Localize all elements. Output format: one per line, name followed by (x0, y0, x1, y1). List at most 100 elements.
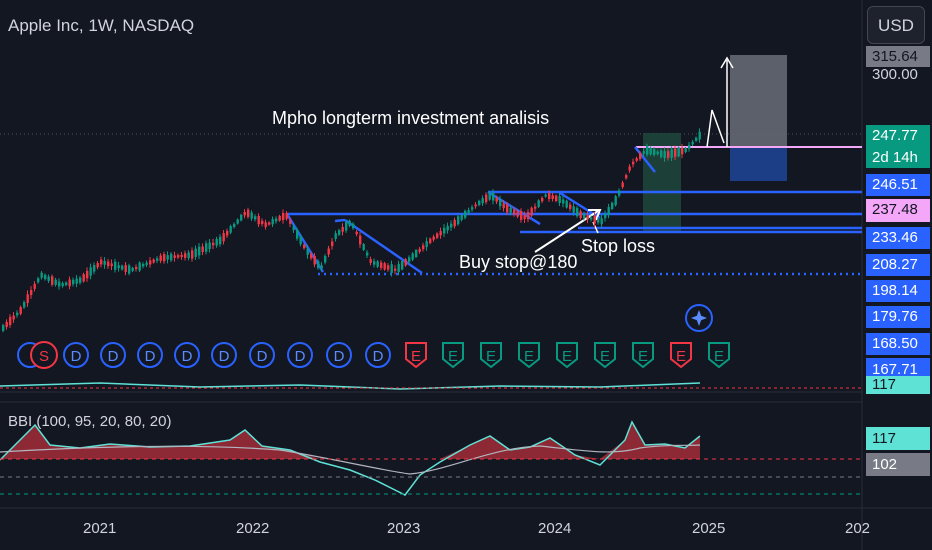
candle-body (397, 264, 400, 272)
trend-line (344, 218, 423, 275)
candle-body (345, 222, 348, 231)
candle-body (590, 217, 593, 220)
candle-body (677, 147, 680, 157)
candle-body (292, 226, 295, 230)
indicator-label[interactable]: BBI (100, 95, 20, 80, 20) (8, 413, 172, 430)
indicator-strip (0, 382, 701, 390)
candle-body (233, 223, 236, 228)
candle-body (366, 252, 369, 256)
candle-body (16, 312, 19, 316)
candle-body (93, 265, 96, 272)
dividend-badge-letter: D (257, 348, 268, 365)
earnings-badge-letter: E (486, 348, 496, 365)
candle-body (691, 141, 694, 145)
candle-body (411, 253, 414, 260)
candle-body (135, 266, 138, 270)
candle-body (229, 226, 232, 233)
earnings-badge-letter: E (600, 348, 610, 365)
candle-body (565, 200, 568, 208)
candle-body (555, 195, 558, 202)
price-tag: 208.27 (866, 254, 930, 276)
candle-body (131, 267, 134, 271)
bbi-oscillator (0, 420, 701, 496)
candle-body (44, 274, 47, 280)
price-tag: 168.50 (866, 333, 930, 355)
candle-body (201, 246, 204, 252)
stop-loss-label: Stop loss (581, 236, 656, 256)
candle-body (9, 316, 12, 326)
candle-body (544, 194, 547, 197)
trend-line (334, 218, 346, 223)
price-tag: 315.64 (866, 46, 930, 67)
candle-body (439, 231, 442, 236)
dividend-badge-letter: D (334, 348, 345, 365)
candle-body (611, 202, 614, 209)
candle-body (247, 209, 250, 217)
candle-body (257, 215, 260, 225)
candle-body (54, 279, 57, 285)
dividend-badge (326, 342, 352, 368)
candle-body (432, 236, 435, 240)
candle-body (177, 255, 180, 258)
time-tick: 2024 (538, 520, 572, 537)
candle-body (695, 137, 698, 141)
candle-body (198, 246, 201, 256)
candle-body (219, 236, 222, 245)
candle-body (656, 151, 659, 155)
candle-body (520, 211, 523, 220)
candle-body (156, 258, 159, 261)
projection-path (706, 109, 725, 148)
time-tick: 2023 (387, 520, 421, 537)
time-tick: 2021 (83, 520, 117, 537)
candle-body (394, 268, 397, 271)
candle-body (667, 151, 670, 158)
analysis-title: Mpho longterm investment analisis (272, 108, 550, 128)
candle-body (205, 243, 208, 252)
arrow-head (588, 209, 602, 221)
candle-body (166, 255, 169, 260)
candle-body (355, 231, 358, 235)
time-tick: 2022 (236, 520, 270, 537)
candle-body (404, 259, 407, 266)
candle-body (40, 272, 43, 278)
dividend-badge-letter: D (295, 348, 306, 365)
candle-body (418, 248, 421, 252)
candle-body (268, 222, 271, 225)
candle-body (222, 233, 225, 242)
candle-body (471, 207, 474, 210)
candle-body (348, 220, 351, 226)
price-tag: 247.77 (866, 125, 930, 147)
candle-body (124, 265, 127, 273)
candle-body (600, 218, 603, 225)
candle-body (523, 215, 526, 220)
candle-body (495, 197, 498, 202)
candle-body (380, 262, 383, 268)
candle-body (646, 145, 649, 155)
candle-body (558, 196, 561, 203)
currency-button[interactable]: USD (867, 6, 925, 44)
earnings-badge-letter: E (714, 348, 724, 365)
countdown-tag: 2d 14h (866, 147, 930, 168)
price-tag: 179.76 (866, 306, 930, 328)
candle-body (572, 206, 575, 213)
candle-body (191, 250, 194, 259)
candle-body (530, 207, 533, 216)
candle-body (352, 223, 355, 229)
candle-body (275, 218, 278, 222)
dividend-badge (137, 342, 163, 368)
candle-body (604, 214, 607, 219)
candle-body (436, 233, 439, 238)
time-tick: 202 (845, 520, 871, 537)
candle-body (121, 265, 124, 270)
candle-body (61, 283, 64, 287)
earnings-badge-letter: E (411, 348, 421, 365)
price-tag: 198.14 (866, 280, 930, 302)
candle-body (285, 212, 288, 219)
earnings-badge (518, 342, 540, 369)
candle-body (240, 214, 243, 221)
candle-body (674, 148, 677, 157)
candle-body (142, 264, 145, 267)
candle-body (110, 263, 113, 267)
dividend-badge-letter: D (373, 348, 384, 365)
